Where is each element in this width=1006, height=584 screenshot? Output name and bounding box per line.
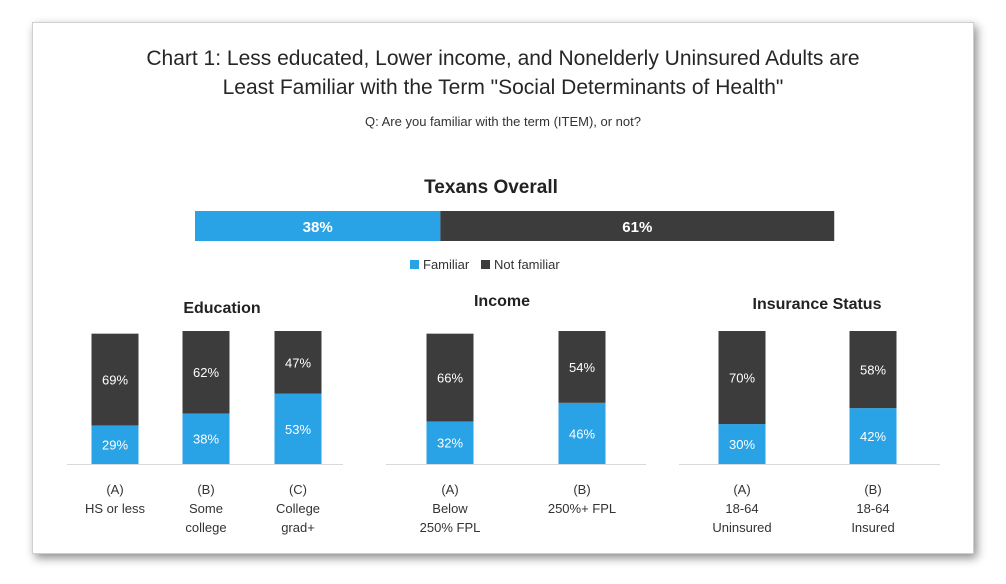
bar-not-familiar — [91, 333, 139, 426]
bar-label-familiar: 38% — [193, 432, 219, 447]
bar-label-familiar: 30% — [729, 437, 755, 452]
category-label: (B) — [573, 482, 590, 497]
category-label: Insured — [851, 520, 894, 535]
bar-familiar — [274, 393, 322, 464]
category-label: 18-64 — [725, 501, 758, 516]
bar-not-familiar — [274, 331, 322, 394]
bar-familiar — [849, 408, 897, 464]
bar-label-familiar: 42% — [860, 429, 886, 444]
panel-title: Insurance Status — [753, 296, 882, 313]
overall-bar-label: 61% — [622, 219, 652, 236]
panel-title: Education — [183, 300, 260, 317]
bar-label-not-familiar: 62% — [193, 365, 219, 380]
category-label: Below — [432, 501, 468, 516]
overall-panel-title: Texans Overall — [424, 177, 558, 198]
bar-familiar — [558, 402, 606, 464]
chart-subtitle: Q: Are you familiar with the term (ITEM)… — [365, 114, 641, 129]
category-label: (A) — [733, 482, 750, 497]
panel-title: Income — [474, 293, 530, 310]
overall-bar-label: 38% — [303, 219, 333, 236]
category-label: HS or less — [85, 501, 145, 516]
bar-not-familiar — [718, 331, 766, 425]
category-label: College — [276, 501, 320, 516]
bar-familiar — [426, 421, 474, 464]
bar-not-familiar — [426, 333, 474, 422]
category-label: Some — [189, 501, 223, 516]
category-label: Uninsured — [712, 520, 771, 535]
bar-familiar — [182, 413, 230, 464]
chart-title: Chart 1: Less educated, Lower income, an… — [146, 47, 860, 99]
overall-bar-familiar — [195, 211, 441, 241]
category-label: college — [185, 520, 226, 535]
bar-label-familiar: 46% — [569, 426, 595, 441]
bar-familiar — [718, 424, 766, 464]
bar-label-not-familiar: 58% — [860, 363, 886, 378]
category-label: (A) — [106, 482, 123, 497]
bar-label-familiar: 32% — [437, 436, 463, 451]
bar-not-familiar — [849, 331, 897, 409]
bar-label-familiar: 29% — [102, 438, 128, 453]
category-label: (A) — [441, 482, 458, 497]
category-label: (C) — [289, 482, 307, 497]
overall-bar-not-familiar — [440, 211, 835, 241]
bar-label-not-familiar: 69% — [102, 373, 128, 388]
category-label: (B) — [197, 482, 214, 497]
category-label: 250% FPL — [420, 520, 481, 535]
legend-label-1: Not familiar — [494, 257, 560, 272]
bar-label-not-familiar: 70% — [729, 371, 755, 386]
category-label: (B) — [864, 482, 881, 497]
bar-label-familiar: 53% — [285, 422, 311, 437]
bar-not-familiar — [182, 331, 230, 414]
category-label: 18-64 — [856, 501, 889, 516]
legend-swatch-1 — [481, 260, 490, 269]
category-label: 250%+ FPL — [548, 501, 616, 516]
bar-familiar — [91, 425, 139, 464]
bar-not-familiar — [558, 331, 606, 403]
category-label: grad+ — [281, 520, 315, 535]
bar-label-not-familiar: 47% — [285, 355, 311, 370]
chart-frame — [32, 22, 974, 554]
legend-swatch-0 — [410, 260, 419, 269]
legend-label-0: Familiar — [423, 257, 470, 272]
bar-label-not-familiar: 54% — [569, 360, 595, 375]
bar-label-not-familiar: 66% — [437, 371, 463, 386]
